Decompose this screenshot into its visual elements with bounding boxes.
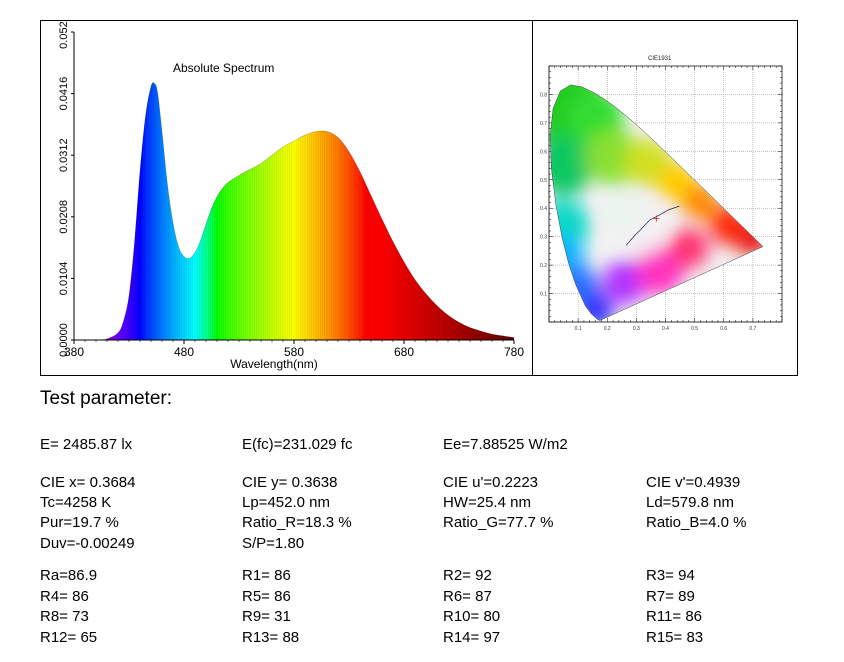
x-tick-label: 780 [504, 345, 524, 359]
test-param-value: R12= 65 [40, 629, 98, 646]
test-param-value: Duv=-0.00249 [40, 535, 135, 552]
test-param-value: R8= 73 [40, 608, 89, 625]
test-param-value: R3= 94 [646, 567, 695, 584]
test-param-value: Pur=19.7 % [40, 514, 119, 531]
x-tick-label: 480 [174, 345, 194, 359]
y-tick-label: 0.0416 [58, 77, 70, 111]
cie-x-tick-label: 0.2 [604, 326, 611, 332]
y-tick-label: 0.0104 [58, 262, 70, 296]
test-param-value: R2= 92 [443, 567, 492, 584]
test-param-value: HW=25.4 nm [443, 494, 531, 511]
cie-y-tick-label: 0.1 [540, 292, 547, 298]
cie-planckian-locus [625, 205, 680, 246]
cie-x-tick-label: 0.3 [633, 326, 640, 332]
test-param-value: R13= 88 [242, 629, 300, 646]
cie-spectrum-locus [549, 84, 764, 321]
spectrum-area [74, 82, 514, 341]
test-param-value: Lp=452.0 nm [242, 494, 330, 511]
spectrum-title: Absolute Spectrum [173, 61, 274, 75]
test-param-value: CIE u'=0.2223 [443, 474, 539, 491]
test-param-value: Ee=7.88525 W/m2 [443, 436, 568, 453]
cie-y-tick-label: 0.8 [540, 92, 547, 98]
x-tick-label: 580 [284, 345, 304, 359]
test-param-value: S/P=1.80 [242, 535, 305, 552]
test-param-value: R4= 86 [40, 588, 89, 605]
cie-x-tick-label: 0.7 [749, 326, 756, 332]
x-axis-title: Wavelength(nm) [230, 357, 318, 371]
test-param-value: CIE y= 0.3638 [242, 474, 338, 491]
y-tick-label: 0.0000 [58, 323, 70, 357]
test-param-value: E= 2485.87 lx [40, 436, 133, 453]
y-tick-label: 0.0520 [58, 20, 70, 49]
cie-y-tick-label: 0.6 [540, 149, 547, 155]
test-param-value: Tc=4258 K [40, 494, 112, 511]
cie-y-tick-label: 0.4 [540, 206, 547, 212]
test-param-value: Ratio_G=77.7 % [443, 514, 554, 531]
cie-title: CIE1931 [648, 56, 672, 62]
spectrum-stripes [74, 82, 514, 340]
y-tick-label: 0.0208 [58, 200, 70, 234]
test-param-value: R5= 86 [242, 588, 291, 605]
test-param-value: CIE v'=0.4939 [646, 474, 741, 491]
spectrum-outline [73, 82, 515, 341]
cie-y-tick-label: 0.7 [540, 121, 547, 127]
test-param-value: R11= 86 [646, 608, 703, 625]
cie-y-tick-label: 0.5 [540, 178, 547, 184]
x-tick-label: 380 [64, 345, 84, 359]
test-param-value: Ratio_R=18.3 % [242, 514, 352, 531]
test-param-value: R7= 89 [646, 588, 695, 605]
cie1931-chart: 0.1 0.2 0.3 0.4 0.5 0.6 0.7 0.8 0.1 0.2 0.3 0.4 0.5 0… [540, 56, 783, 332]
cie-x-tick-label: 0.6 [720, 326, 727, 332]
test-param-value: R14= 97 [443, 629, 501, 646]
cie-gamut-fill [550, 84, 763, 321]
test-param-value: R9= 31 [242, 608, 291, 625]
x-tick-label: 680 [394, 345, 414, 359]
cie-y-tick-label: 0.3 [540, 235, 547, 241]
cie-y-tick-label: 0.2 [540, 263, 547, 269]
cie-x-tick-label: 0.5 [691, 326, 698, 332]
test-param-value: R1= 86 [242, 567, 291, 584]
test-param-value: E(fc)=231.029 fc [242, 436, 353, 453]
chart-frame [40, 20, 798, 376]
test-param-value: Ld=579.8 nm [646, 494, 734, 511]
test-param-value: R6= 87 [443, 588, 492, 605]
cie-x-tick-label: 0.4 [662, 326, 669, 332]
test-parameter-heading: Test parameter: [40, 388, 172, 409]
test-param-value: Ratio_B=4.0 % [646, 514, 747, 531]
y-tick-label: 0.0312 [58, 138, 70, 172]
test-param-value: R15= 83 [646, 629, 704, 646]
cie-x-tick-label: 0.1 [575, 326, 582, 332]
spectrum-chart: 380 480 580 680 780 0.0000 0.0104 0.0208 0.0312 0… [58, 20, 524, 371]
test-param-value: R10= 80 [443, 608, 501, 625]
test-param-value: Ra=86.9 [40, 567, 98, 584]
test-param-value: CIE x= 0.3684 [40, 474, 136, 491]
chart-divider [532, 20, 533, 376]
